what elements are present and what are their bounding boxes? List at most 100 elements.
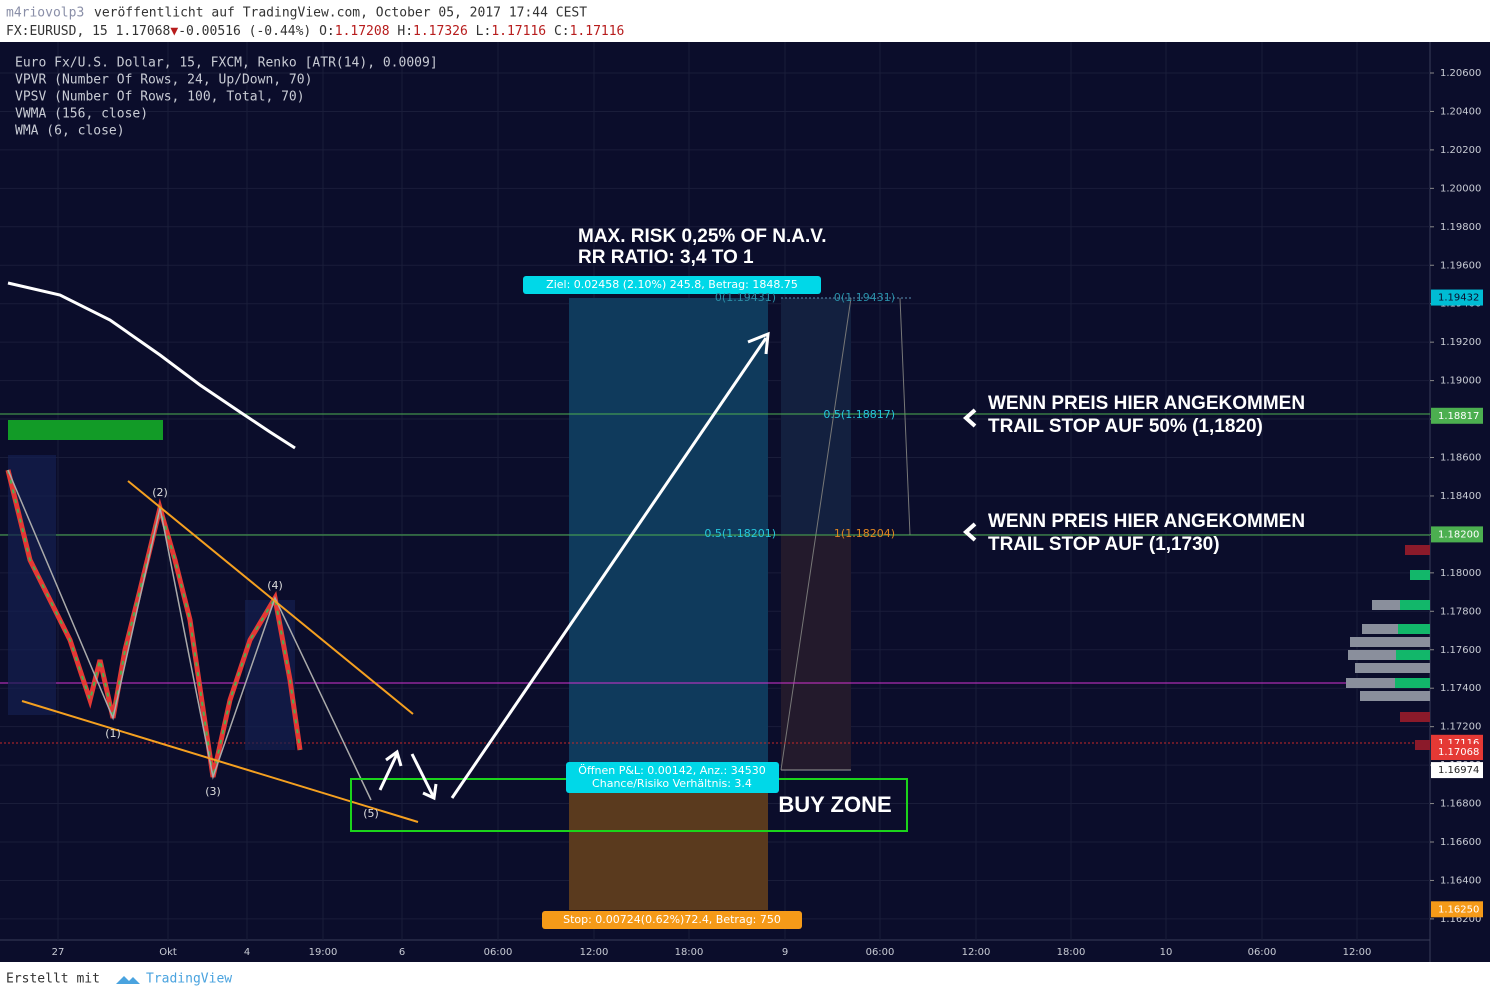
vp-bar [1348,650,1430,660]
legend-line: WMA (6, close) [15,124,125,139]
legend-line: VPVR (Number Of Rows, 24, Up/Down, 70) [15,73,312,88]
price-badge-label: 1.18200 [1438,529,1479,540]
price-badge-label: 1.19432 [1438,293,1479,304]
price-badge [1431,526,1483,543]
arrow [450,337,768,799]
price-badge [1431,744,1483,761]
trend-line [127,480,414,715]
price-badge-label: 1.16250 [1438,904,1479,915]
arrow [410,753,435,797]
time-label: 06:00 [866,947,895,958]
legend: Euro Fx/U.S. Dollar, 15, FXCM, Renko [AT… [15,56,438,139]
legend-line: VWMA (156, close) [15,107,148,122]
time-label: 06:00 [1248,947,1277,958]
pnl-badge [566,762,779,793]
risk-note: MAX. RISK 0,25% OF N.A.V. [578,226,826,247]
price-label: 1.18400 [1440,491,1481,502]
price-badge [1431,762,1483,779]
fib-line [780,297,852,771]
price-label: 1.17600 [1440,645,1481,656]
legend-line: VPSV (Number Of Rows, 100, Total, 70) [15,90,305,105]
price-label: 1.17400 [1440,683,1481,694]
price-label: 1.16400 [1440,875,1481,886]
footer-created: Erstellt mit [6,972,100,987]
user: m4riovolp3 [6,6,84,21]
wave-label: (4) [267,579,283,592]
price-label: 1.20000 [1440,183,1481,194]
wave-label: (2) [152,486,168,499]
time-label: 06:00 [484,947,513,958]
vp-bar [1360,691,1430,701]
price-label: 1.18000 [1440,568,1481,579]
label: O: [319,24,335,39]
arrow [378,753,399,791]
published: veröffentlicht auf TradingView.com, Octo… [94,6,587,21]
label: C: [554,24,570,39]
symbol: FX:EURUSD, 15 1.17068 [6,24,170,39]
fib-label: 0(1.19431) [834,291,895,304]
vp-bar [1350,637,1430,647]
change: -0.00516 (-0.44%) [178,24,311,39]
target-label: Ziel: 0.02458 (2.10%) 245.8, Betrag: 184… [546,278,798,291]
open: 1.17208 [335,24,390,39]
price-label: 1.20400 [1440,106,1481,117]
arrows [378,331,977,801]
time-label: 6 [399,947,405,958]
vp-bar [1355,663,1430,673]
time-label: 27 [52,947,65,958]
price-label: 1.19800 [1440,222,1481,233]
wave-label: (3) [205,785,221,798]
fib-line [899,297,911,536]
note: TRAIL STOP AUF (1,1730) [988,534,1220,555]
note: WENN PREIS HIER ANGEKOMMEN [988,511,1305,532]
price-label: 1.19200 [1440,337,1481,348]
arrow-head [422,783,438,801]
label: H: [397,24,413,39]
price-label: 1.16600 [1440,837,1481,848]
high: 1.17326 [413,24,468,39]
time-label: 4 [244,947,250,958]
price-badge-label: 1.16974 [1438,765,1479,776]
pnl-label: Öffnen P&L: 0.00142, Anz.: 34530 [578,764,765,777]
price-label: 1.18600 [1440,453,1481,464]
fib-label: 1(1.18204) [834,527,895,540]
vp-bar [1396,650,1430,660]
vp-bar [1346,678,1430,688]
vwma-line [7,281,296,450]
vp-bar [1400,712,1430,722]
time-label: 12:00 [1343,947,1372,958]
stop-zone [569,770,768,910]
fib-label: 0.5(1.18201) [704,527,776,540]
price-label: 1.17200 [1440,722,1481,733]
volume-profile [1346,545,1430,750]
chance-label: Chance/Risiko Verhältnis: 3.4 [592,777,752,790]
vp-bar [1405,545,1430,555]
arrow-head [747,331,770,355]
time-label: 10 [1160,947,1173,958]
target-badge [523,276,821,294]
target-zone-2 [781,298,851,535]
wave-labels: (1) (2) (3) (4) (5) [105,486,379,820]
note: WENN PREIS HIER ANGEKOMMEN [988,393,1305,414]
vp-bar [1415,740,1430,750]
note: TRAIL STOP AUF 50% (1,1820) [988,416,1263,437]
price-badge-label: 1.17116 [1438,738,1479,749]
footer-brand: TradingView [146,972,232,987]
chevron [962,522,977,542]
price-label: 1.20200 [1440,145,1481,156]
price-badge-label: 1.17068 [1438,747,1479,758]
rr-note: RR RATIO: 3,4 TO 1 [578,247,754,268]
price-badge-label: 1.18817 [1438,411,1479,422]
price-label: 1.19600 [1440,260,1481,271]
legend-line: Euro Fx/U.S. Dollar, 15, FXCM, Renko [AT… [15,56,438,71]
low: 1.17116 [491,24,546,39]
vp-bar [1410,570,1430,580]
time-label: Okt [159,947,177,958]
vp-bar [1395,678,1430,688]
price-path [5,469,303,778]
buy-zone-label: BUY ZONE [778,792,891,817]
stop-label: Stop: 0.00724(0.62%)72.4, Betrag: 750 [563,913,781,926]
logo [116,976,140,984]
